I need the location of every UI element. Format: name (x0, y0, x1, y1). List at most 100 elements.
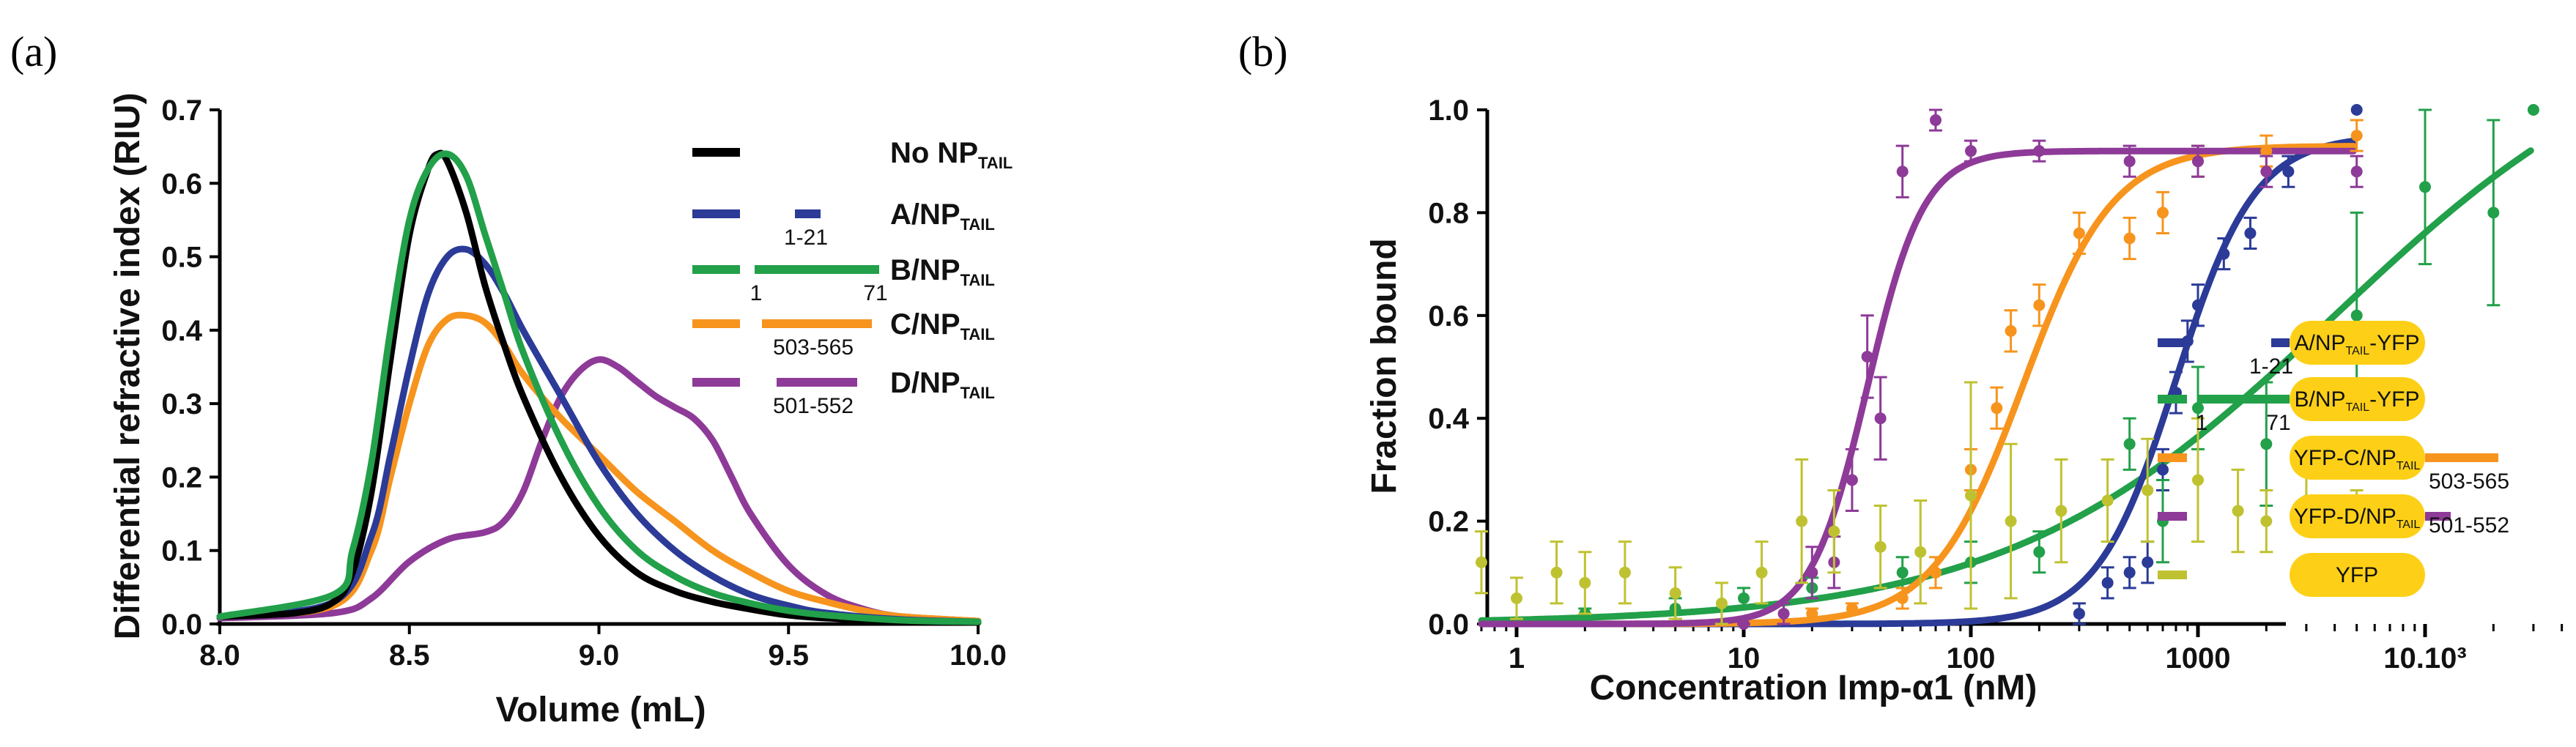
panel-b-data-point (1965, 145, 1977, 157)
panel-b-legend-pill (2290, 377, 2425, 421)
panel-b-legend-label: B/NPTAIL-YFP (2295, 387, 2420, 414)
panel-b-x-label: Concentration Imp-α1 (nM) (1590, 669, 2038, 707)
panel-b-data-point (2033, 546, 2046, 558)
panel-a-x-tick-label: 9.0 (579, 639, 620, 672)
panel-b-legend-pill (2290, 494, 2425, 538)
panel-b-y-tick-label: 0.4 (1428, 403, 1469, 435)
panel-b-data-point (1846, 602, 1858, 614)
panel-b-data-point (2260, 145, 2273, 157)
panel-b-data-point (1965, 489, 1977, 502)
panel-b-data-point (1861, 350, 1873, 363)
panel-a-y-tick-label: 0.4 (161, 315, 202, 347)
panel-a-x-tick-label: 10.0 (950, 639, 1007, 672)
panel-b-x-tick-label: 10.10³ (2383, 642, 2466, 674)
panel-a-y-tick-label: 0.7 (161, 94, 202, 127)
panel-b-data-point (2419, 181, 2431, 193)
panel-b-data-point (2350, 309, 2363, 322)
panel-b-data-point (2350, 130, 2363, 142)
panel-b-data-points (1474, 104, 2539, 630)
panel-a-label: (a) (10, 28, 57, 75)
panel-b-y-ticks: 0.0 0.2 0.4 0.6 0.8 1.0 (1428, 94, 1487, 641)
panel-b-legend-range: 503-565 (2429, 469, 2509, 494)
panel-a-y-ticks: 0.0 0.1 0.2 0.3 0.4 0.5 0.6 0.7 (161, 94, 220, 641)
panel-b-data-point (2123, 566, 2136, 579)
panel-a-x-tick-label: 8.0 (199, 639, 240, 672)
panel-b-data-point (1806, 566, 1818, 579)
panel-b-data-point (1777, 607, 1790, 620)
panel-b-data-point (2260, 515, 2273, 527)
panel-b-data-point (2005, 324, 2017, 337)
panel-b-data-point (1874, 412, 1887, 425)
panel-a-series-line (216, 311, 982, 625)
panel-a-y-label: Differential refractive index (RIU) (108, 93, 147, 640)
panel-b-data-point (2192, 402, 2204, 415)
panel-a-y-tick-label: 0.6 (161, 168, 202, 200)
panel-b-data-point (2073, 607, 2085, 620)
panel-b-data-point (2350, 104, 2363, 116)
panel-b-data-point (1806, 607, 1818, 620)
panel-b-data-point (1715, 597, 1728, 609)
panel-a-y-tick-label: 0.2 (161, 461, 202, 494)
panel-b-data-point (2156, 464, 2169, 476)
panel-b-data-point (2033, 299, 2046, 311)
panel-b-legend-label: YFP-C/NPTAIL (2294, 446, 2421, 472)
panel-b-data-point (2123, 155, 2136, 168)
panel-b-legend-pill (2290, 321, 2425, 365)
panel-b-data-point (2005, 515, 2017, 527)
panel-a-x-ticks: 8.0 8.5 9.0 9.5 10.0 (199, 624, 1007, 672)
panel-b-data-point (1929, 566, 1942, 579)
panel-a-plot: 8.0 8.5 9.0 9.5 10.0 0.00.10.20.30.40.50.60.… (108, 93, 1013, 729)
panel-a-x-label: Volume (mL) (495, 691, 706, 729)
panel-b-data-point (1738, 618, 1750, 630)
panel-b-data-point (1914, 546, 1927, 558)
panel-b-data-point (2156, 207, 2169, 219)
panel-b-y-tick-label: 0.8 (1428, 197, 1469, 229)
panel-b-data-point (2033, 145, 2046, 157)
panel-b-data-point (2260, 438, 2273, 450)
panel-b-data-point (1929, 114, 1942, 127)
panel-a-legend-range: 71 (863, 281, 887, 305)
panel-b-data-point (1475, 556, 1487, 568)
panel-b-legend-pill (2290, 553, 2425, 597)
panel-a-series-line (216, 356, 982, 625)
panel-a-legend-range: 1-21 (784, 226, 828, 250)
panel-b-data-point (2260, 166, 2273, 178)
panel-b-data-point (2101, 576, 2114, 589)
panel-a-legend-range: 503-565 (773, 335, 854, 360)
panel-b-data-point (1755, 566, 1768, 579)
panel-b-data-point (2123, 438, 2136, 450)
panel-b-legend-range: 501-552 (2429, 513, 2509, 538)
panel-b-data-point (1896, 566, 1909, 579)
panel-b-data-point (2192, 299, 2204, 311)
panel-b-fit-line (1478, 147, 2357, 628)
panel-b-x-tick-label: 100 (1947, 642, 1996, 674)
panel-b-data-point (2073, 227, 2085, 239)
panel-a-curves (216, 149, 982, 626)
panel-b-x-tick-label: 10 (1728, 642, 1761, 674)
panel-a-legend-range: 501-552 (773, 394, 854, 418)
panel-b-legend-range-start: 1 (2196, 411, 2208, 435)
panel-b-data-point (1828, 525, 1840, 538)
panel-b-data-point (1896, 592, 1909, 604)
panel-b-legend-label: YFP-D/NPTAIL (2294, 505, 2421, 531)
panel-b-legend-label: YFP (2336, 563, 2378, 587)
panel-b-data-point (1618, 566, 1631, 579)
panel-a-legend-range-start: 1 (750, 281, 763, 305)
panel-b-data-point (2527, 104, 2539, 116)
panel-a-y-tick-label: 0.1 (161, 535, 202, 568)
panel-b-data-point (2142, 556, 2154, 568)
panel-b-data-point (1669, 587, 1681, 599)
panel-b-data-point (1991, 402, 2003, 415)
panel-b-data-point (1550, 566, 1563, 579)
panel-a-y-tick-label: 0.0 (161, 609, 202, 641)
panel-b-data-point (1511, 592, 1522, 604)
panel-b-legend-range: 1-21 (2249, 354, 2293, 379)
panel-b-legend-range: 71 (2266, 411, 2290, 435)
panel-a-legend-label: D/NPTAIL (890, 367, 995, 402)
panel-a-legend-label: No NPTAIL (890, 137, 1013, 172)
panel-b-data-point (2218, 248, 2230, 260)
panel-b-y-tick-label: 1.0 (1428, 94, 1469, 127)
